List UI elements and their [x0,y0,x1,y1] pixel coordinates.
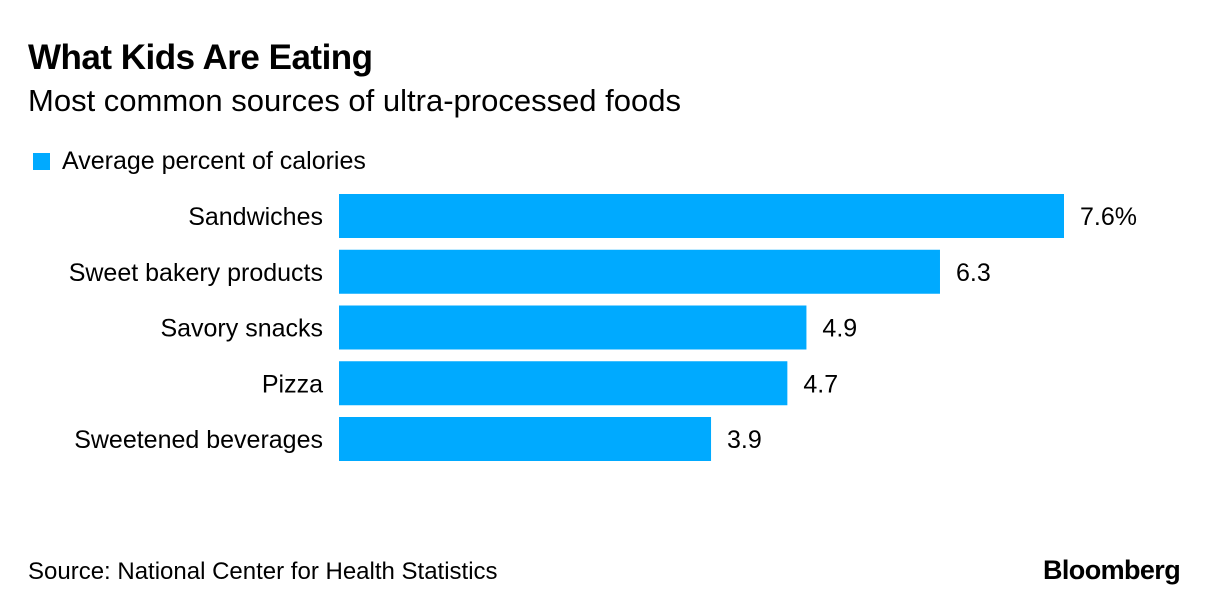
category-label-savory-snacks: Savory snacks [160,315,323,343]
bar-savory-snacks [339,305,807,350]
legend-swatch [33,152,50,170]
source-note: Source: National Center for Health Stati… [28,558,498,585]
chart-subtitle: Most common sources of ultra-processed f… [28,83,681,118]
bar-sandwiches [339,194,1064,238]
value-label-sandwiches: 7.6% [1080,203,1137,231]
value-label-pizza: 4.7 [803,370,838,398]
legend-label: Average percent of calories [62,146,366,175]
bar-pizza [339,361,788,406]
category-label-sweetened-beverages: Sweetened beverages [74,426,323,454]
bar-sweet-bakery-products [339,249,940,294]
value-label-sweet-bakery-products: 6.3 [956,259,991,287]
bar-sweetened-beverages [339,417,712,461]
category-label-pizza: Pizza [262,370,323,398]
bloomberg-logo: Bloomberg [1043,555,1181,585]
chart-title: What Kids Are Eating [28,38,373,77]
category-label-sandwiches: Sandwiches [188,203,323,231]
value-label-savory-snacks: 4.9 [822,315,857,343]
category-label-sweet-bakery-products: Sweet bakery products [69,259,323,287]
chart-legend: Average percent of calories [33,146,366,176]
value-label-sweetened-beverages: 3.9 [727,426,762,454]
